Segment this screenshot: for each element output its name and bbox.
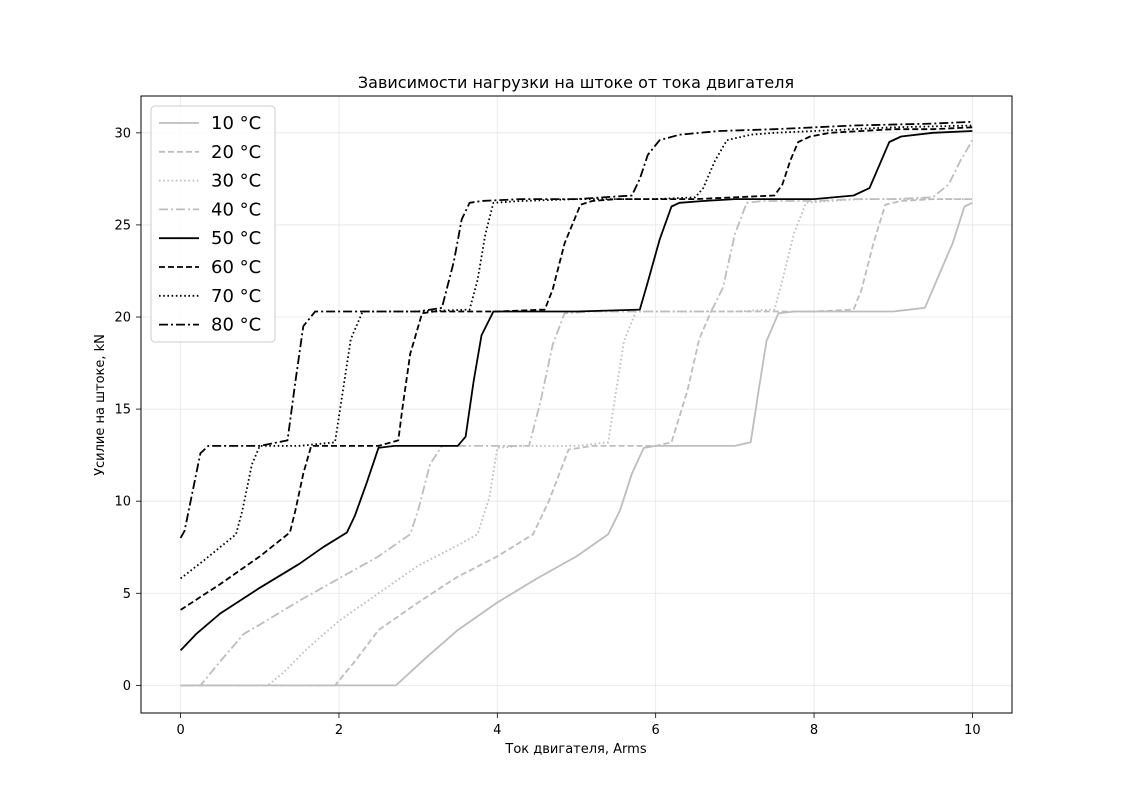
series-layer: [179, 120, 974, 687]
y-tick-label: 30: [114, 126, 131, 141]
y-tick-label: 15: [114, 403, 131, 418]
x-tick-label: 4: [493, 723, 501, 738]
legend-label: 60 °C: [211, 257, 261, 278]
series-line-2: [180, 198, 973, 687]
y-tick-label: 10: [114, 495, 131, 510]
series-line-8: [179, 120, 973, 539]
legend-label: 10 °C: [211, 113, 261, 134]
series-line-3: [180, 198, 973, 687]
y-axis-label: Усилие на штоке, kN: [93, 334, 108, 476]
grid: [141, 96, 1012, 713]
chart-title: Зависимости нагрузки на штоке от тока дв…: [358, 73, 794, 92]
series-line-6: [180, 126, 973, 611]
series-line-5: [179, 130, 973, 652]
legend-label: 70 °C: [211, 286, 261, 307]
x-tick-label: 0: [176, 723, 184, 738]
x-tick-label: 2: [335, 723, 343, 738]
plot-area-frame: [140, 95, 1013, 714]
legend-label: 30 °C: [211, 171, 261, 192]
legend-label: 80 °C: [211, 315, 261, 336]
legend-label: 40 °C: [211, 199, 261, 220]
series-line-4: [180, 139, 974, 687]
legend-label: 50 °C: [211, 228, 261, 249]
y-axis-ticks: 0 5 10 15 20 25 30: [114, 126, 141, 694]
series-line-1: [180, 201, 973, 687]
y-tick-label: 25: [114, 218, 131, 233]
y-tick-label: 20: [114, 311, 131, 326]
legend-box: [150, 105, 276, 343]
x-tick-label: 8: [810, 723, 818, 738]
legend-label: 20 °C: [211, 142, 261, 163]
x-tick-label: 6: [652, 723, 660, 738]
y-tick-label: 0: [123, 679, 131, 694]
legend: 10 °C 20 °C 30 °C 40 °C 50 °C 60 °C 70 °C 80 °C: [150, 105, 276, 343]
x-tick-label: 10: [964, 723, 981, 738]
x-axis-ticks: 0 2 4 6 8 10: [176, 713, 981, 738]
x-axis-label: Ток двигателя, Arms: [504, 742, 646, 757]
y-tick-label: 5: [123, 587, 131, 602]
